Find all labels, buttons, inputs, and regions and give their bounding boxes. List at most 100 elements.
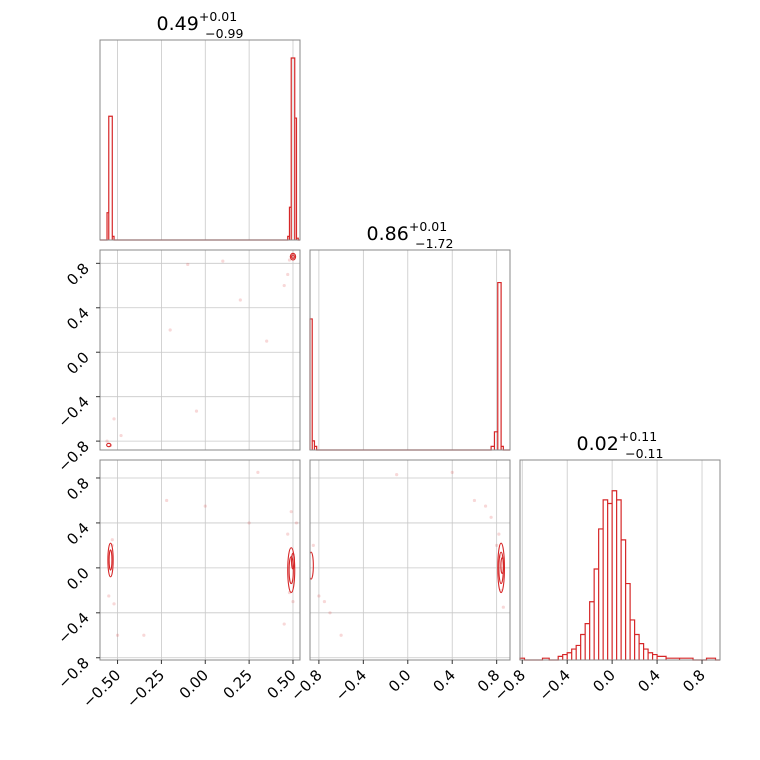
sample-point (265, 339, 269, 343)
axes-frame (519, 459, 721, 661)
histogram-step-p1 (309, 281, 510, 451)
density-contour (291, 254, 295, 259)
sample-point (221, 259, 225, 263)
sample-point (112, 417, 116, 421)
axes-frame (99, 459, 301, 661)
y-tick-label: −0.4 (54, 393, 92, 431)
sample-point (110, 538, 114, 542)
sample-point (289, 510, 293, 514)
sample-point (119, 433, 123, 438)
sample-point (282, 283, 286, 288)
y-tick-label: 0.4 (63, 519, 93, 549)
y-tick-label: 0.0 (63, 564, 93, 594)
sample-point (339, 633, 343, 637)
x-tick-label: 0.0 (589, 666, 619, 696)
title-p2-minus: −0.11 (625, 446, 663, 461)
y-axis-ticks-p2: −0.8 −0.4 0.0 0.4 0.8 (54, 474, 100, 692)
density-contour (291, 552, 295, 570)
y-tick-label: 0.8 (63, 474, 93, 504)
sample-point (256, 470, 260, 474)
sample-point (194, 409, 199, 413)
x-axis-ticks-p0: −0.50−0.25 0.00 0.25 0.50 (79, 660, 300, 711)
density-contour (310, 551, 314, 580)
sample-point (287, 258, 292, 262)
density-contour (287, 547, 296, 594)
x-tick-label: 0.4 (429, 666, 459, 696)
x-tick-label: 0.00 (176, 666, 212, 702)
y-axis-ticks-p1: −0.8 −0.4 0.0 0.4 0.8 (54, 259, 100, 476)
sample-point (495, 543, 499, 547)
y-tick-label: −0.8 (54, 437, 92, 475)
sample-point (168, 328, 172, 332)
sample-point (489, 515, 493, 519)
sample-point (105, 439, 109, 443)
panel-content (310, 470, 505, 637)
histogram-step-p2 (519, 490, 720, 661)
hist-panel-p0 (99, 39, 301, 241)
sample-point (472, 498, 477, 503)
sample-point (291, 599, 295, 604)
scatter-panel-p1-p2 (309, 459, 511, 661)
scatter-panel-p0-p1 (99, 249, 301, 451)
x-tick-label: −0.25 (123, 666, 168, 711)
sample-point (294, 521, 299, 525)
hist-panel-p1 (309, 249, 511, 451)
x-tick-label: 0.8 (679, 666, 709, 696)
sample-point (112, 602, 116, 606)
x-tick-label: 0.4 (634, 666, 664, 696)
sample-point (142, 633, 146, 637)
title-p2-plus: +0.11 (619, 429, 657, 444)
title-p0-median: 0.49 (157, 13, 199, 35)
density-contour (497, 542, 505, 594)
x-tick-label: 0.25 (220, 666, 256, 702)
axes-frame (309, 459, 511, 661)
sample-point (165, 498, 169, 503)
sample-point (203, 504, 207, 508)
axes-frame (309, 249, 511, 451)
panel-content (107, 470, 299, 637)
title-p2: 0.02+0.11 −0.11 (577, 429, 664, 461)
sample-point (247, 521, 251, 525)
title-p2-median: 0.02 (577, 433, 619, 455)
title-p1-median: 0.86 (367, 223, 409, 245)
title-p0: 0.49+0.01 −0.99 (157, 9, 244, 41)
x-tick-label: −0.4 (332, 666, 370, 704)
panel-content (105, 252, 297, 448)
y-tick-label: 0.4 (63, 304, 93, 334)
scatter-panel-p0-p2 (99, 459, 301, 661)
x-tick-label: −0.4 (536, 666, 574, 704)
sample-point (328, 611, 332, 615)
histogram-step-p0 (100, 57, 300, 241)
y-tick-label: −0.4 (54, 609, 92, 647)
sample-point (322, 599, 327, 604)
density-contour (289, 252, 297, 261)
density-contour (108, 549, 113, 571)
x-tick-label: 0.0 (385, 666, 415, 696)
sample-point (186, 262, 190, 267)
y-tick-label: 0.0 (63, 348, 93, 378)
hist-panel-p2 (519, 459, 721, 661)
axes-frame (99, 249, 301, 451)
density-contour (500, 557, 505, 575)
x-axis-ticks-p2: −0.8 −0.4 0.0 0.4 0.8 (491, 660, 709, 705)
sample-point (286, 532, 290, 536)
sample-point (107, 594, 111, 598)
title-p0-minus: −0.99 (205, 26, 243, 41)
axes-frame (99, 39, 301, 241)
title-p0-plus: +0.01 (199, 9, 237, 24)
sample-point (483, 504, 488, 508)
title-p1: 0.86+0.01 −1.72 (367, 219, 454, 251)
sample-point (282, 622, 286, 626)
sample-point (501, 605, 505, 609)
density-contour (106, 442, 112, 448)
y-tick-label: 0.8 (63, 259, 93, 289)
sample-point (286, 272, 290, 277)
title-p1-minus: −1.72 (415, 236, 453, 251)
sample-point (450, 470, 454, 474)
title-p1-plus: +0.01 (409, 219, 447, 234)
sample-point (115, 633, 120, 637)
sample-point (497, 532, 501, 536)
y-tick-label: −0.8 (54, 654, 92, 692)
x-tick-label: −0.8 (287, 666, 325, 704)
